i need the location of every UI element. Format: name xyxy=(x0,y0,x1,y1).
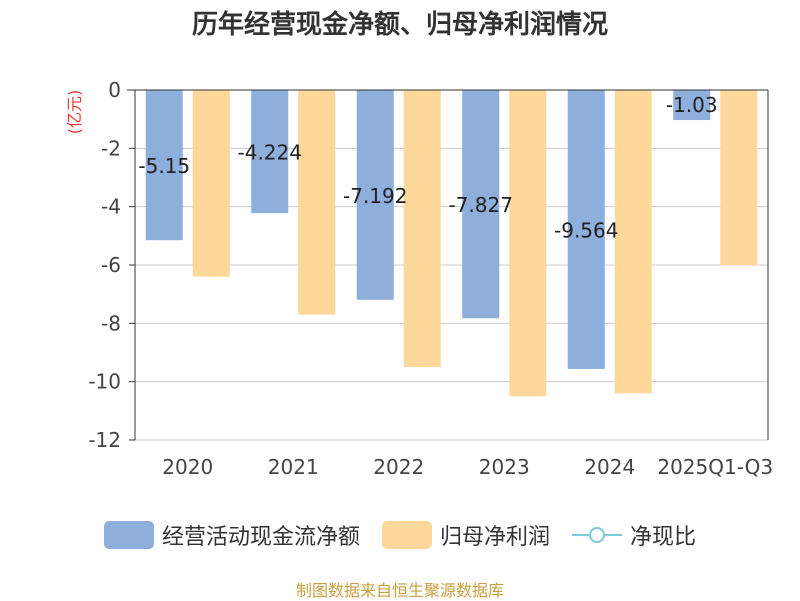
bar-cashflow[interactable] xyxy=(462,90,500,319)
legend-label-ratio: 净现比 xyxy=(630,525,697,550)
legend-item-netprofit[interactable]: 归母净利润 xyxy=(381,519,550,551)
data-label-group: -5.15 -4.224 -7.192 -7.827 -9.564 -1.03 xyxy=(138,93,717,242)
data-label: -7.827 xyxy=(449,193,513,217)
legend-label-netprofit: 归母净利润 xyxy=(439,525,550,550)
bar-cashflow[interactable] xyxy=(567,90,605,369)
legend-item-cashflow[interactable]: 经营活动现金流净额 xyxy=(103,519,360,551)
axis-group: 0 -2 -4 -6 -8 -10 -12 2020 2021 2022 2023 2024 2025Q… xyxy=(88,78,773,479)
bar-netprofit[interactable] xyxy=(298,90,336,315)
bar-cashflow[interactable] xyxy=(673,90,711,121)
bar-netprofit[interactable] xyxy=(192,90,230,277)
data-label: -7.192 xyxy=(343,184,407,208)
legend: 经营活动现金流净额 归母净利润 净现比 xyxy=(0,517,800,553)
legend-swatch-netprofit xyxy=(381,521,432,549)
y-tick-label: -6 xyxy=(101,253,121,277)
x-tick-label: 2020 xyxy=(162,455,213,479)
bar-group xyxy=(145,90,758,397)
legend-swatch-cashflow xyxy=(103,521,154,549)
source-note: 制图数据来自恒生聚源数据库 xyxy=(295,581,504,600)
bar-cashflow[interactable] xyxy=(251,90,289,214)
x-tick-label: 2024 xyxy=(584,455,635,479)
x-tick-label: 2021 xyxy=(268,455,319,479)
y-tick-label: -4 xyxy=(101,195,121,219)
y-axis-label: (亿元) xyxy=(65,90,84,135)
data-label: -1.03 xyxy=(666,93,718,117)
bar-netprofit[interactable] xyxy=(614,90,652,394)
chart-title: 历年经营现金净额、归母净利润情况 xyxy=(191,10,608,40)
x-tick-label: 2025Q1-Q3 xyxy=(657,455,773,479)
legend-label-cashflow: 经营活动现金流净额 xyxy=(161,525,360,550)
legend-item-ratio[interactable]: 净现比 xyxy=(572,519,696,551)
data-label: -9.564 xyxy=(554,218,618,242)
bar-netprofit[interactable] xyxy=(509,90,547,397)
bar-cashflow[interactable] xyxy=(356,90,394,300)
y-tick-label: -12 xyxy=(88,428,121,452)
bar-cashflow[interactable] xyxy=(145,90,183,241)
y-tick-label: -10 xyxy=(88,370,121,394)
y-tick-label: 0 xyxy=(108,78,121,102)
data-label: -5.15 xyxy=(138,154,190,178)
x-tick-label: 2022 xyxy=(373,455,424,479)
legend-line-circle-icon xyxy=(572,527,622,543)
bar-netprofit[interactable] xyxy=(720,90,758,265)
data-label: -4.224 xyxy=(238,141,302,165)
grid-lines xyxy=(135,89,768,441)
y-tick-label: -8 xyxy=(101,311,121,335)
x-tick-label: 2023 xyxy=(479,455,530,479)
y-tick-label: -2 xyxy=(101,136,121,160)
bar-netprofit[interactable] xyxy=(403,90,441,368)
